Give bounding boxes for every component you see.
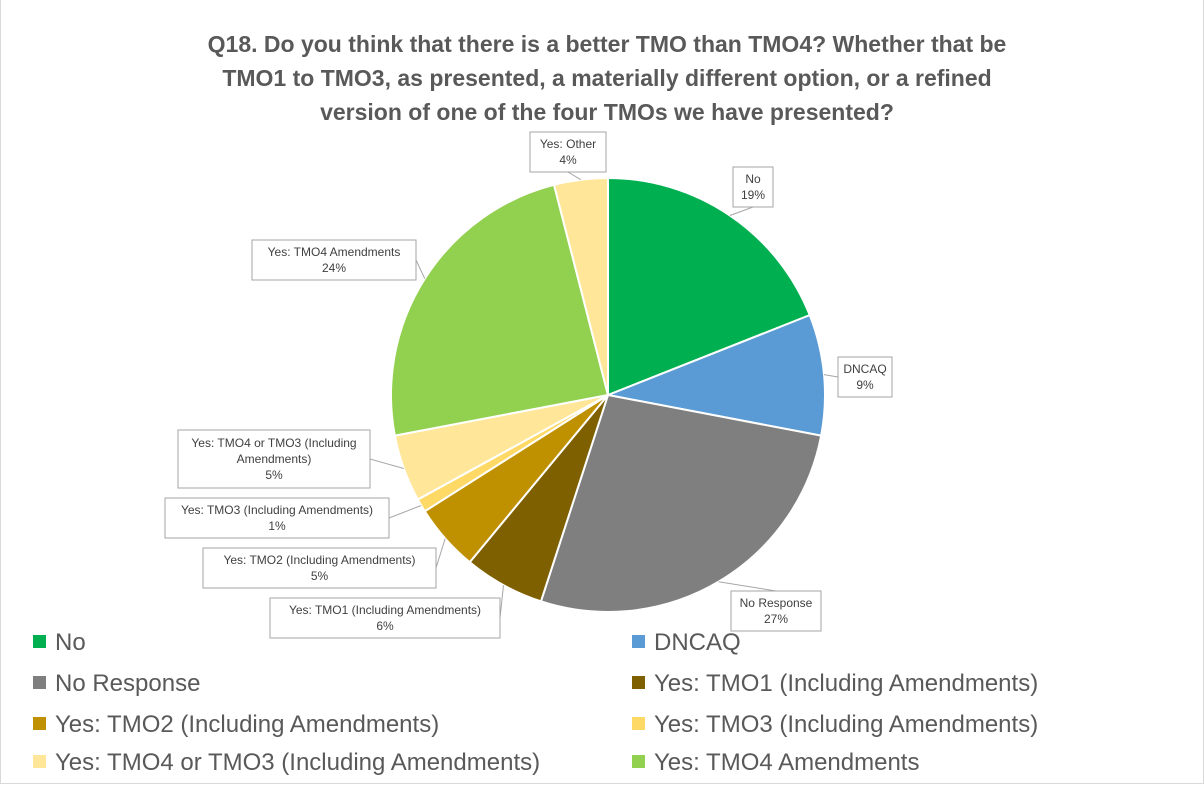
data-label-yes-tmo3-including-amendments: 1%: [268, 519, 286, 533]
legend-label-yes-tmo3-including-amendments: Yes: TMO3 (Including Amendments): [654, 711, 1038, 738]
legend-label-yes-tmo1-including-amendments: Yes: TMO1 (Including Amendments): [654, 670, 1038, 697]
data-label-yes-tmo2-including-amendments: 5%: [311, 569, 329, 583]
callout-leader-yes-tmo2-including-amendments: [435, 538, 446, 569]
data-label-yes-tmo4-amendments: 24%: [322, 261, 346, 275]
callout-leader-yes-tmo4-amendments: [415, 259, 426, 279]
legend-swatch-no: [33, 635, 46, 648]
callout-box-no: [732, 166, 774, 208]
callout-name-yes-tmo4-amendments: Yes: TMO4 Amendments: [268, 245, 401, 259]
data-label-no: 19%: [741, 188, 765, 202]
callout-leader-yes-other: [567, 171, 582, 181]
data-label-yes-tmo1-including-amendments: 6%: [376, 619, 394, 633]
legend-label-yes-tmo4-or-tmo3-including-amendments: Yes: TMO4 or TMO3 (Including Amendments): [55, 749, 540, 776]
legend-label-yes-tmo2-including-amendments: Yes: TMO2 (Including Amendments): [55, 711, 439, 738]
data-label-dncaq: 9%: [856, 378, 874, 392]
legend-swatch-yes-tmo4-amendments: [632, 755, 645, 768]
data-callouts: No 19% DNCAQ 9% No Response 27% Yes: TMO1 (Inc…: [164, 131, 893, 639]
callout-box-yes-tmo2-including-amendments: [202, 547, 437, 589]
pie-slice-no: [607, 176, 812, 397]
chart-title: Q18. Do you think that there is a better…: [208, 31, 1007, 125]
callout-box-no-response: [730, 590, 822, 632]
callout-box-yes-tmo1-including-amendments: [269, 597, 501, 639]
callout-name-yes-tmo4-or-tmo3-including-amendments: Amendments): [237, 452, 312, 466]
data-label-yes-other: 4%: [559, 153, 577, 167]
callout-box-yes-tmo4-or-tmo3-including-amendments: [177, 429, 371, 489]
callout-leader-yes-tmo3-including-amendments: [388, 505, 422, 519]
legend-swatch-no-response: [33, 676, 46, 689]
callout-box-yes-tmo4-amendments: [251, 239, 417, 281]
callout-name-yes-tmo3-including-amendments: Yes: TMO3 (Including Amendments): [181, 503, 373, 517]
callout-name-yes-tmo2-including-amendments: Yes: TMO2 (Including Amendments): [223, 553, 415, 567]
callout-name-yes-other: Yes: Other: [540, 137, 596, 151]
chart-title-line-2: TMO1 to TMO3, as presented, a materially…: [222, 65, 991, 91]
callout-box-yes-other: [529, 131, 607, 173]
callout-name-no-response: No Response: [740, 596, 813, 610]
chart-title-line-3: version of one of the four TMOs we have …: [320, 99, 894, 125]
legend-label-yes-tmo4-amendments: Yes: TMO4 Amendments: [654, 749, 919, 776]
pie-slice-yes-tmo4-amendments: [390, 183, 610, 437]
callout-leader-yes-tmo4-or-tmo3-including-amendments: [369, 458, 404, 469]
chart-title-line-1: Q18. Do you think that there is a better…: [208, 31, 1007, 57]
legend-swatch-dncaq: [632, 635, 645, 648]
callout-box-dncaq: [837, 356, 893, 398]
callout-name-dncaq: DNCAQ: [843, 362, 886, 376]
pie-slices: [390, 176, 826, 613]
legend-label-no-response: No Response: [55, 670, 200, 697]
callout-name-no: No: [745, 172, 761, 186]
pie-slice-yes-other: [552, 176, 609, 396]
legend: No DNCAQ No Response Yes: TMO1 (Including A…: [33, 629, 1038, 776]
callout-name-yes-tmo4-or-tmo3-including-amendments: Yes: TMO4 or TMO3 (Including: [191, 436, 356, 450]
data-label-no-response: 27%: [764, 612, 788, 626]
legend-swatch-yes-tmo2-including-amendments: [33, 717, 46, 730]
legend-label-no: No: [55, 629, 86, 656]
callout-leader-yes-tmo1-including-amendments: [499, 585, 504, 619]
callout-leader-dncaq: [823, 374, 839, 378]
legend-swatch-yes-tmo4-or-tmo3-including-amendments: [33, 755, 46, 768]
callout-leader-no-response: [718, 581, 777, 592]
callout-name-yes-tmo1-including-amendments: Yes: TMO1 (Including Amendments): [289, 603, 481, 617]
legend-swatch-yes-tmo1-including-amendments: [632, 676, 645, 689]
legend-label-dncaq: DNCAQ: [654, 629, 741, 656]
callout-leader-no: [729, 206, 754, 216]
data-label-yes-tmo4-or-tmo3-including-amendments: 5%: [265, 468, 283, 482]
callout-box-yes-tmo3-including-amendments: [164, 497, 390, 539]
pie-slice-no-response: [539, 393, 823, 613]
legend-swatch-yes-tmo3-including-amendments: [632, 717, 645, 730]
